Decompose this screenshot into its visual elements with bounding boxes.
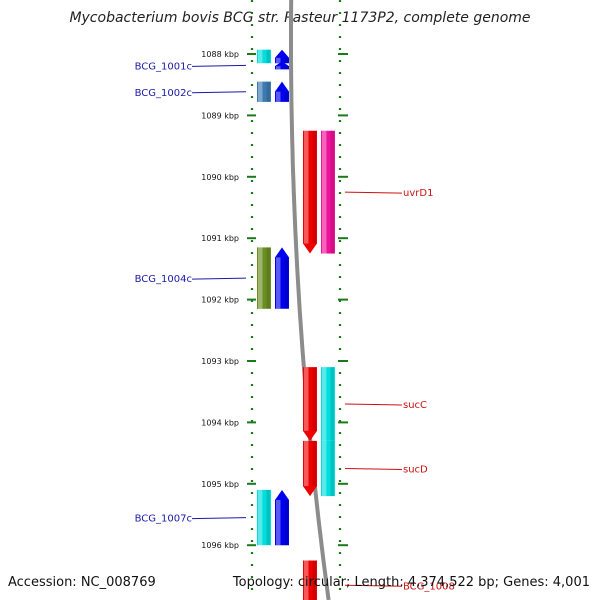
cds-arrow (275, 247, 289, 309)
gene-label: BCG_1008 (403, 581, 455, 592)
cds-arrow (275, 81, 289, 102)
label-leader-line (191, 64, 247, 67)
gene-label: sucD (403, 464, 428, 475)
gene-feature (257, 489, 271, 546)
tick-label: 1095 kbp (201, 480, 239, 489)
gene-label: BCG_1002c (135, 88, 192, 99)
tick-label: 1089 kbp (201, 111, 239, 120)
gene-feature (321, 130, 335, 254)
label-leader-line (344, 403, 403, 406)
gene-label: uvrD1 (403, 188, 433, 199)
cds-arrow (303, 367, 317, 441)
cds-arrow (303, 440, 317, 497)
tick-label: 1088 kbp (201, 50, 239, 59)
label-leader-line (344, 467, 403, 470)
genome-backbone (289, 0, 331, 600)
tick-label: 1093 kbp (201, 357, 239, 366)
gene-feature (321, 367, 335, 441)
gene-label: BCG_1007c (135, 514, 192, 525)
cds-arrow (275, 61, 289, 70)
tick-label: 1092 kbp (201, 296, 239, 305)
tick-label: 1094 kbp (201, 418, 239, 427)
gene-label: sucC (403, 400, 427, 411)
tick-label: 1091 kbp (201, 234, 239, 243)
gene-feature (321, 440, 335, 497)
gene-label: BCG_1001c (135, 61, 192, 72)
gene-feature (257, 49, 271, 64)
cds-arrow (275, 489, 289, 546)
topology-summary: Topology: circular; Length: 4,374,522 bp… (232, 575, 590, 590)
cds-arrow (303, 560, 317, 600)
label-leader-line (191, 277, 247, 280)
accession-text: Accession: NC_008769 (8, 575, 156, 590)
tick-label: 1096 kbp (201, 541, 239, 550)
gene-feature (257, 247, 271, 309)
cds-arrow (303, 130, 317, 254)
label-leader-line (191, 91, 247, 94)
gene-label: BCG_1004c (135, 274, 192, 285)
gene-feature (257, 81, 271, 102)
label-leader-line (191, 517, 247, 520)
label-leader-line (344, 191, 403, 194)
map-title: Mycobacterium bovis BCG str. Pasteur 117… (69, 10, 531, 26)
tick-label: 1090 kbp (201, 173, 239, 182)
label-leader-line (344, 584, 403, 587)
cds-arrow (275, 49, 289, 64)
